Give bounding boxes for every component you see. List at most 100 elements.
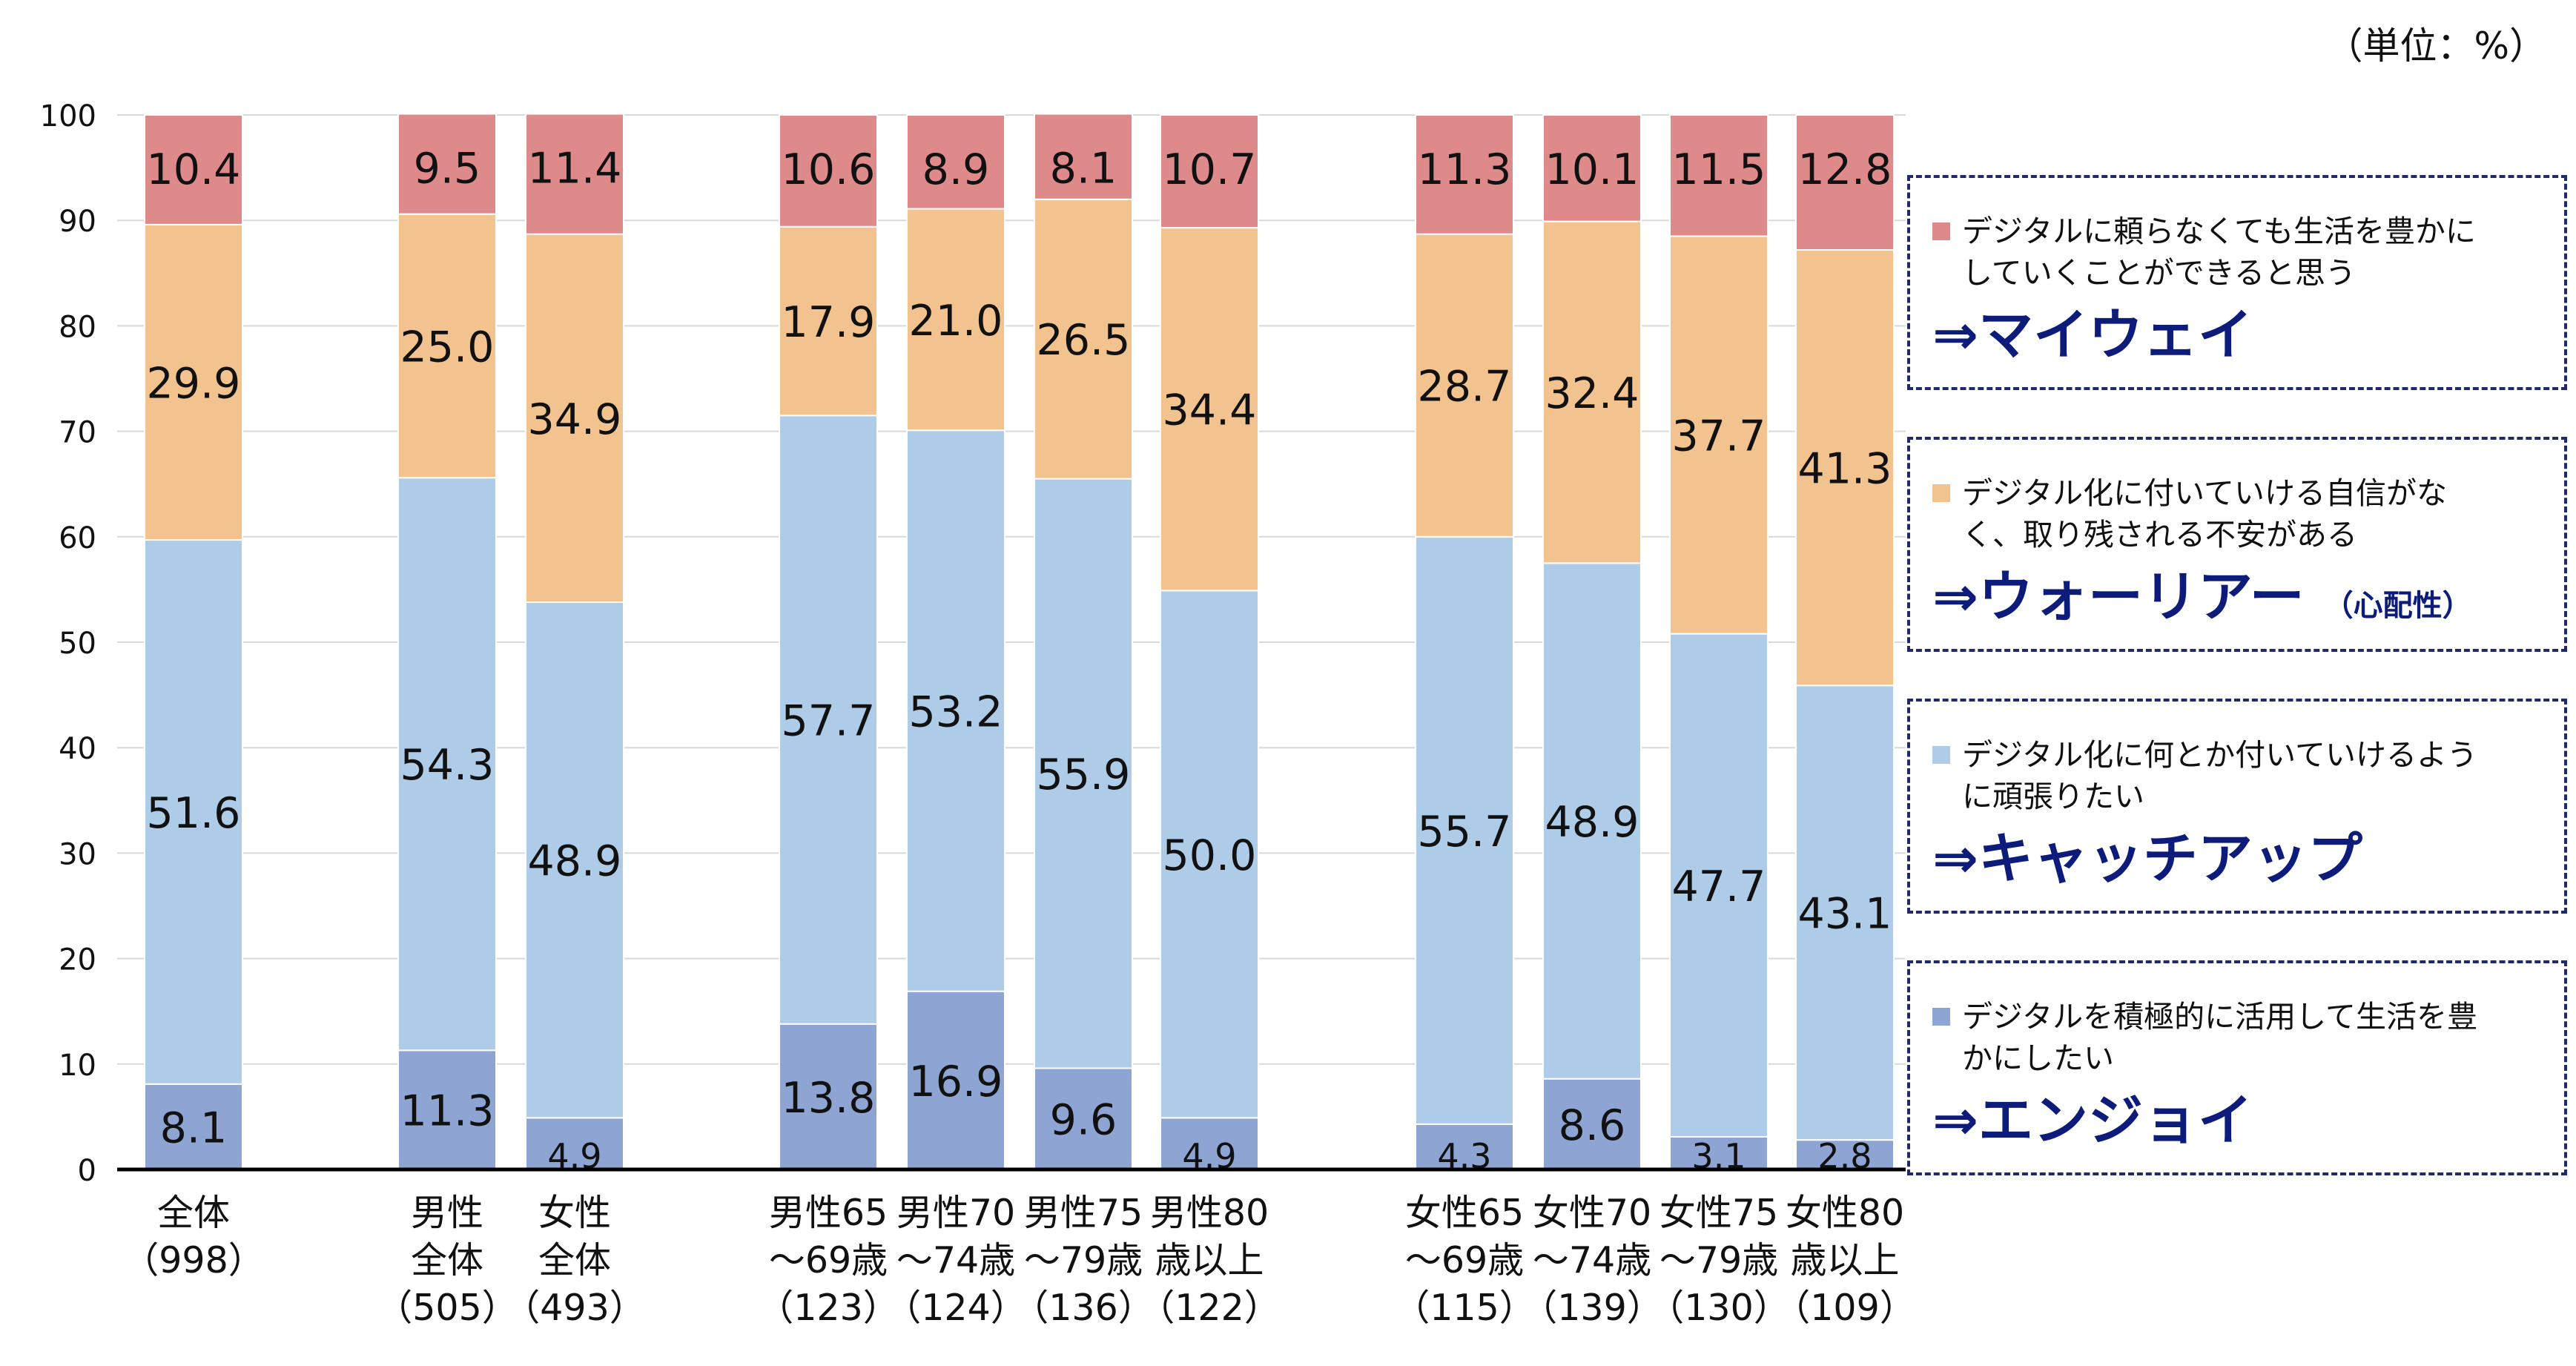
legend-desc-line: デジタルを積極的に活用して生活を豊 <box>1962 999 2477 1035</box>
legend-desc-myway: デジタルに頼らなくても生活を豊かに していくことができると思う <box>1932 211 2549 294</box>
legend-swatch-enjoy <box>1932 1008 1950 1026</box>
x-tick-label-line: ～69歳 <box>1404 1239 1525 1281</box>
data-label-worrier: 37.7 <box>1672 412 1766 461</box>
y-tick-label: 20 <box>59 943 96 977</box>
legend-name-text: ⇒ウォーリアー <box>1932 565 2305 629</box>
x-tick-label: 男性65 ～69歳 （123） <box>754 1190 902 1332</box>
bar-segment-myway <box>779 114 878 228</box>
x-tick-label-line: ～74歳 <box>1532 1239 1652 1281</box>
x-tick-label: 全体 （998） <box>119 1190 268 1284</box>
x-tick-label-line: （998） <box>122 1239 265 1281</box>
bar-segment-catchup <box>1415 535 1514 1125</box>
y-tick-label: 30 <box>59 837 96 871</box>
data-label-catchup: 53.2 <box>909 687 1003 736</box>
data-label-enjoy: 8.6 <box>1559 1101 1626 1150</box>
data-label-myway: 10.1 <box>1545 145 1639 194</box>
bar-segment-worrier <box>1542 220 1642 564</box>
bar-segment-catchup <box>144 539 243 1085</box>
x-tick-label-line: （130） <box>1648 1287 1790 1329</box>
x-tick-label-line: 歳以上 <box>1790 1239 1900 1281</box>
bar-segment-enjoy <box>1415 1123 1514 1171</box>
data-label-worrier: 17.9 <box>782 298 876 347</box>
data-label-myway: 9.5 <box>414 145 481 194</box>
bar-segment-myway <box>144 114 243 225</box>
x-tick-label-line: （493） <box>503 1287 646 1329</box>
stacked-bar-chart: 0 10 20 30 40 50 60 70 80 90 100 8.1 51.6 29.9 10.4 11.… <box>40 99 1906 1188</box>
legend-desc-enjoy: デジタルを積極的に活用して生活を豊 かにしたい <box>1932 996 2549 1079</box>
x-tick-label-line: （122） <box>1138 1287 1281 1329</box>
x-tick-label-line: 全体 <box>410 1239 483 1281</box>
data-label-myway: 10.4 <box>147 145 241 194</box>
data-label-enjoy: 8.1 <box>160 1103 228 1152</box>
legend-name-enjoy: ⇒エンジョイ <box>1932 1085 2549 1156</box>
legend-item-myway: デジタルに頼らなくても生活を豊かに していくことができると思う ⇒マイウェイ <box>1907 175 2567 390</box>
data-label-enjoy: 11.3 <box>400 1087 495 1136</box>
bar-segment-worrier <box>1160 227 1259 592</box>
bar-segment-myway <box>1415 114 1514 235</box>
x-tick-label: 女性65 ～69歳 （115） <box>1390 1190 1539 1332</box>
legend-name-sub: （心配性） <box>2323 589 2472 623</box>
y-tick-label: 60 <box>59 521 96 555</box>
bar-segment-worrier <box>1415 233 1514 538</box>
y-tick-label: 90 <box>59 205 96 239</box>
bar-segment-myway <box>1160 114 1259 229</box>
x-tick-label-line: ～74歳 <box>896 1239 1016 1281</box>
legend-desc-line: デジタルに頼らなくても生活を豊かに <box>1962 214 2476 249</box>
data-label-worrier: 32.4 <box>1545 369 1639 418</box>
x-tick-label: 男性75 ～79歳 （136） <box>1009 1190 1157 1332</box>
data-label-worrier: 26.5 <box>1037 316 1131 365</box>
data-label-myway: 10.7 <box>1163 145 1257 194</box>
data-label-myway: 11.4 <box>528 145 622 194</box>
x-tick-label-line: （136） <box>1012 1287 1155 1329</box>
x-tick-label-line: 男性65 <box>768 1192 888 1234</box>
data-label-worrier: 34.4 <box>1163 386 1257 435</box>
y-tick-label: 70 <box>59 416 96 450</box>
bar-segment-catchup <box>525 601 624 1119</box>
bar-segment-catchup <box>1542 562 1642 1080</box>
x-tick-label-line: （139） <box>1521 1287 1663 1329</box>
legend-desc-line: く、取り残される不安がある <box>1962 517 2357 552</box>
x-tick-label: 女性70 ～74歳 （139） <box>1518 1190 1666 1332</box>
data-label-catchup: 57.7 <box>782 697 876 746</box>
data-label-worrier: 29.9 <box>147 359 241 408</box>
y-tick-label: 0 <box>78 1154 96 1188</box>
data-label-myway: 8.9 <box>922 145 990 194</box>
data-label-worrier: 34.9 <box>528 395 622 444</box>
legend-swatch-worrier <box>1932 484 1950 502</box>
data-label-enjoy: 13.8 <box>782 1074 876 1123</box>
x-tick-label: 男性80 歳以上 （122） <box>1135 1190 1284 1332</box>
legend-name-worrier: ⇒ウォーリアー （心配性） <box>1932 561 2549 641</box>
x-tick-label-line: 男性75 <box>1023 1192 1143 1234</box>
x-tick-label-line: （115） <box>1393 1287 1536 1329</box>
x-tick-label: 女性75 ～79歳 （130） <box>1645 1190 1793 1332</box>
bar-segment-catchup <box>1034 478 1133 1069</box>
x-tick-label-line: 男性70 <box>896 1192 1016 1234</box>
bar-segment-worrier <box>1034 198 1133 480</box>
legend-item-enjoy: デジタルを積極的に活用して生活を豊 かにしたい ⇒エンジョイ <box>1907 960 2567 1175</box>
bar-segment-worrier <box>525 233 624 603</box>
bar-segment-myway <box>1795 114 1895 251</box>
bar-segment-catchup <box>1160 590 1259 1119</box>
data-label-worrier: 41.3 <box>1798 445 1892 494</box>
x-tick-label: 女性80 歳以上 （109） <box>1771 1190 1919 1332</box>
bar-segment-myway <box>1542 114 1642 222</box>
x-tick-label-line: （124） <box>885 1287 1027 1329</box>
x-tick-label-line: 全体 <box>156 1192 230 1234</box>
data-label-myway: 11.3 <box>1418 145 1512 194</box>
legend-swatch-catchup <box>1932 746 1950 764</box>
bar-segment-enjoy <box>1542 1078 1642 1171</box>
legend-name-text: ⇒エンジョイ <box>1932 1089 2253 1152</box>
data-label-catchup: 50.0 <box>1163 831 1257 880</box>
data-label-catchup: 54.3 <box>400 741 495 790</box>
data-label-worrier: 21.0 <box>909 297 1003 346</box>
data-label-myway: 12.8 <box>1798 145 1892 194</box>
data-label-catchup: 48.9 <box>528 837 622 886</box>
x-tick-label-line: 女性75 <box>1659 1192 1779 1234</box>
bar-segment-enjoy <box>1669 1135 1768 1170</box>
x-tick-label-line: 男性80 <box>1149 1192 1269 1234</box>
y-tick-label: 10 <box>59 1049 96 1083</box>
legend-name-catchup: ⇒キャッチアップ <box>1932 823 2549 894</box>
x-tick-label: 男性 全体 （505） <box>373 1190 521 1332</box>
data-label-myway: 11.5 <box>1672 145 1766 194</box>
legend-desc-line: かにしたい <box>1962 1040 2114 1076</box>
